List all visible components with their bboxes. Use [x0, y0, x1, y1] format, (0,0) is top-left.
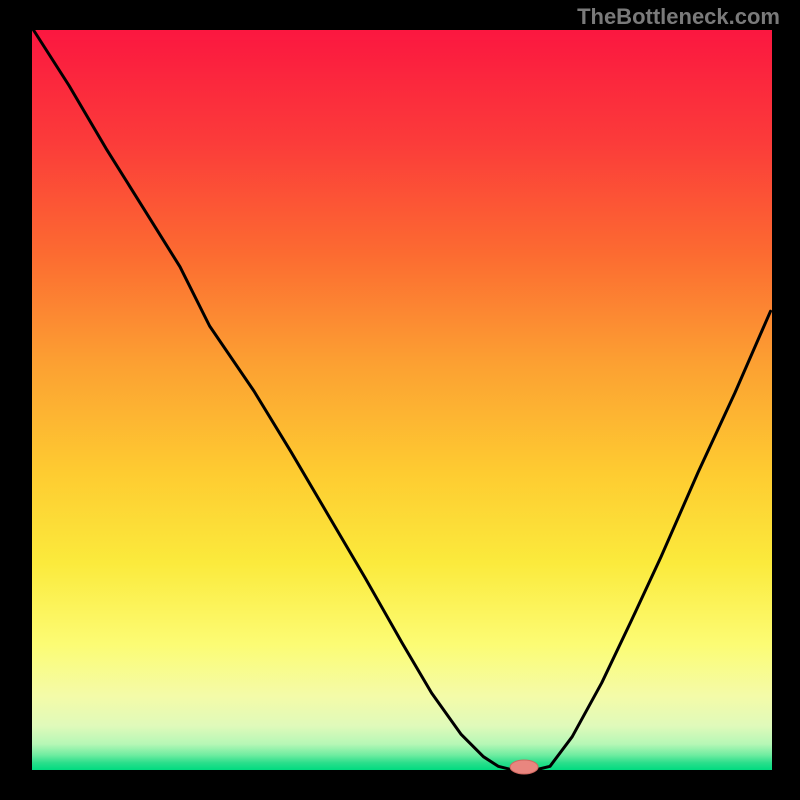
chart-canvas: TheBottleneck.com	[0, 0, 800, 800]
optimal-marker	[510, 760, 538, 774]
bottleneck-chart: TheBottleneck.com	[0, 0, 800, 800]
watermark-text: TheBottleneck.com	[577, 4, 780, 29]
plot-background	[32, 30, 772, 770]
